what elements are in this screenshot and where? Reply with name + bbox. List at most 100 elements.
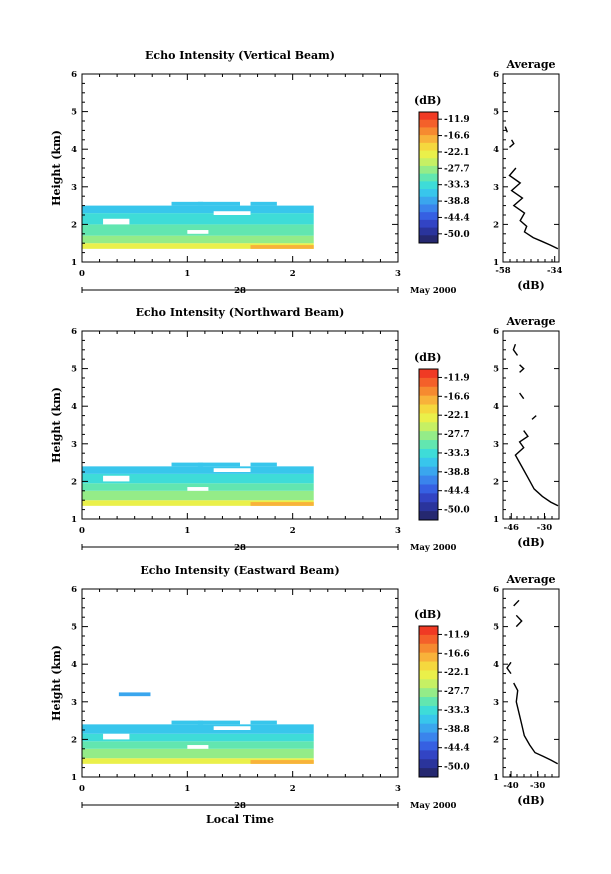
colorbar-swatch [419,227,438,236]
colorbar-swatch [419,457,438,468]
colorbar-swatch [419,422,438,432]
colorbar-swatch [419,189,438,198]
colorbar-label: -50.0 [444,230,470,240]
y-tick-label: 1 [71,258,77,268]
chart-title: Echo Intensity (Northward Beam) [136,306,345,319]
colorbar-swatch [419,768,438,778]
colorbar-swatch [419,484,438,494]
echo-patch [197,201,240,206]
colorbar-unit: (dB) [414,94,441,107]
echo-patch [197,462,240,467]
average-x-label: (dB) [517,536,544,549]
y-tick-label: 6 [71,70,77,80]
average-x-label: (dB) [517,794,544,807]
y-axis-label: Height (km) [50,387,63,463]
y-tick-label: 6 [71,327,77,337]
data-gap [187,745,209,749]
average-x-label: (dB) [517,279,544,292]
colorbar-label: -16.6 [444,649,470,659]
average-profile-line [514,430,559,507]
colorbar-swatch [419,741,438,751]
y-axis-label: Height (km) [50,130,63,206]
date-month-label: May 2000 [410,543,457,553]
average-profile-line [504,126,508,133]
x-tick-label: 2 [290,269,296,279]
colorbar-label: -11.9 [444,115,470,125]
colorbar-swatch [419,127,438,136]
colorbar-swatch [419,448,438,459]
data-gap [213,211,251,215]
echo-strong-strip [250,760,314,764]
average-x-tick-label: -30 [537,523,552,533]
average-profile-line [519,392,525,400]
x-tick-label: 3 [395,269,401,279]
echo-patch [171,462,204,467]
colorbar-swatch [419,502,438,512]
average-profile-line [519,364,525,373]
colorbar-swatch [419,759,438,769]
echo-layer [82,724,314,734]
average-x-tick-label: -46 [504,523,519,533]
colorbar-label: -38.8 [444,725,470,735]
colorbar-swatch [419,679,438,689]
colorbar-frame [418,111,439,244]
echo-layer [82,748,314,759]
y-tick-label: 4 [71,145,77,155]
average-frame [502,588,560,778]
y-tick-label: 5 [71,365,77,375]
average-profile-line [506,661,512,675]
colorbar-label: -11.9 [444,630,470,640]
data-gap [187,230,209,234]
colorbar-swatch [419,697,438,707]
average-title: Average [505,58,555,71]
colorbar-swatch [419,475,438,485]
colorbar-swatch [419,212,438,221]
y-tick-label: 4 [71,402,77,412]
average-y-tick-label: 6 [493,327,499,337]
echo-strong-strip [250,502,314,506]
colorbar-swatch [419,493,438,503]
colorbar-label: -50.0 [444,763,470,773]
colorbar-label: -16.6 [444,132,470,142]
colorbar-swatch [419,135,438,144]
average-y-tick-label: 6 [493,70,499,80]
colorbar-swatch [419,235,438,244]
average-y-tick-label: 3 [493,698,499,708]
average-title: Average [505,315,555,328]
colorbar-swatch [419,404,438,414]
colorbar-swatch [419,377,438,388]
colorbar-unit: (dB) [414,351,441,364]
x-tick-label: 2 [290,784,296,794]
x-tick-label: 0 [79,269,85,279]
y-tick-label: 1 [71,515,77,525]
date-day-label: 28 [234,543,246,553]
colorbar-label: -44.4 [444,744,470,754]
colorbar-swatch [419,750,438,760]
colorbar-swatch [419,705,438,716]
colorbar-label: -27.7 [444,687,470,697]
colorbar-swatch [419,643,438,654]
echo-layer [82,483,314,491]
x-tick-label: 0 [79,526,85,536]
average-y-tick-label: 5 [493,623,499,633]
echo-layer [82,758,314,764]
colorbar-swatch [419,142,438,152]
average-title: Average [505,573,555,586]
colorbar-frame [418,368,439,521]
x-tick-label: 0 [79,784,85,794]
average-profile-line [508,167,559,250]
colorbar-swatch [419,165,438,175]
date-day-label: 28 [234,286,246,296]
y-tick-label: 3 [71,698,77,708]
echo-layer [82,205,314,214]
colorbar-swatch [419,661,438,671]
echo-layer [82,473,314,484]
average-y-tick-label: 4 [493,145,499,155]
colorbar-swatch [419,440,438,450]
colorbar-swatch [419,181,438,190]
average-frame [502,330,560,520]
colorbar-swatch [419,466,438,477]
colorbar-swatch [419,150,438,159]
colorbar-swatch [419,369,438,379]
y-tick-label: 5 [71,108,77,118]
